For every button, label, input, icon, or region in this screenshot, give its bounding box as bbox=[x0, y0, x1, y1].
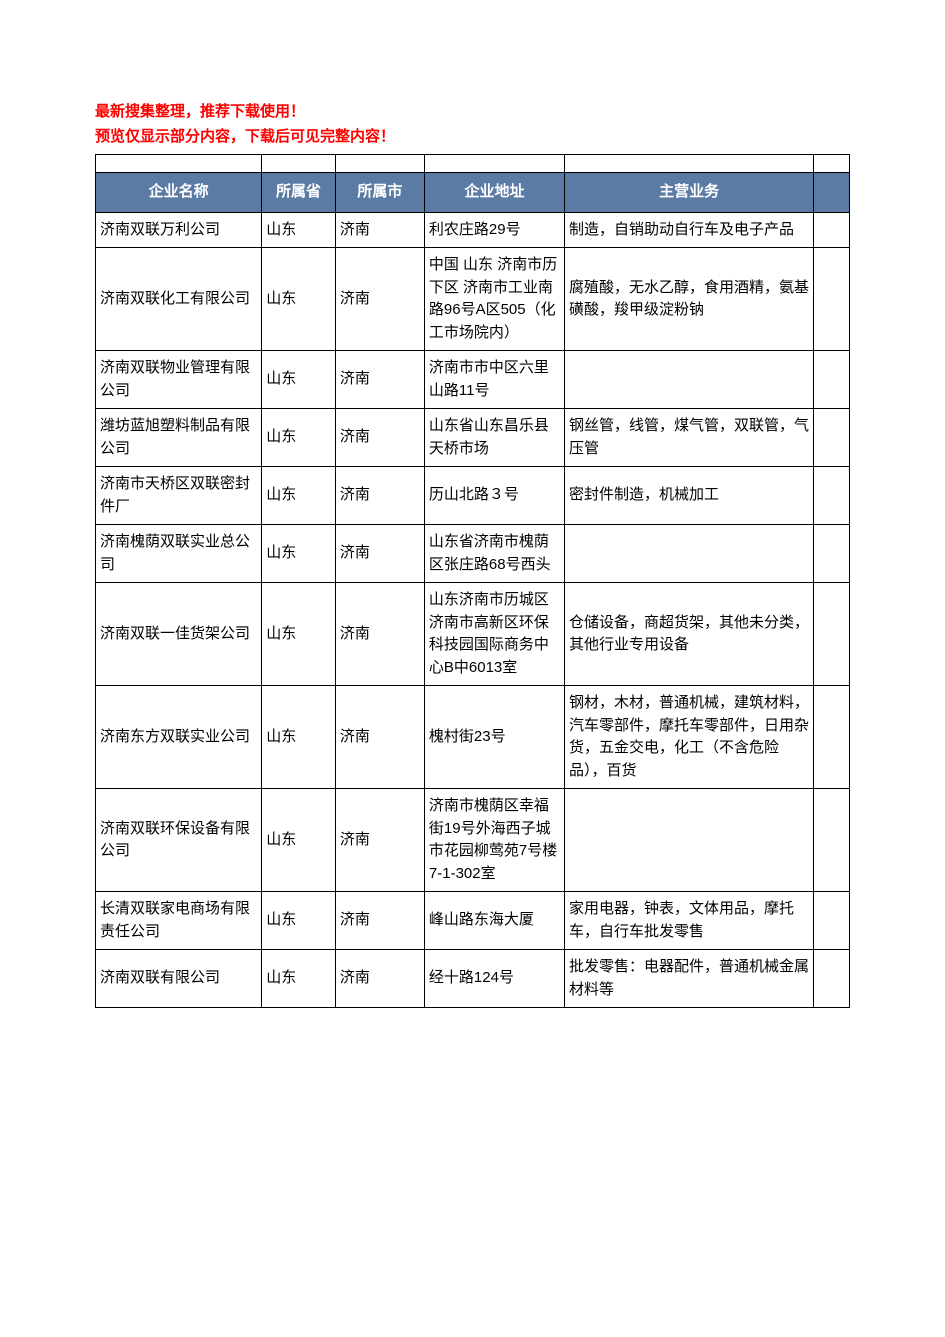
cell-city: 济南 bbox=[335, 789, 424, 892]
cell-name: 济南市天桥区双联密封件厂 bbox=[96, 467, 262, 525]
cell-city: 济南 bbox=[335, 892, 424, 950]
table-row: 济南双联万利公司山东济南利农庄路29号制造，自销助动自行车及电子产品 bbox=[96, 212, 850, 248]
cell-ext bbox=[814, 248, 850, 351]
cell-ext bbox=[814, 950, 850, 1008]
cell-ext bbox=[814, 789, 850, 892]
cell-biz bbox=[565, 351, 814, 409]
table-row: 济南双联有限公司山东济南经十路124号批发零售：电器配件，普通机械金属材料等 bbox=[96, 950, 850, 1008]
cell-name: 潍坊蓝旭塑料制品有限公司 bbox=[96, 409, 262, 467]
cell-prov: 山东 bbox=[262, 892, 336, 950]
table-row: 济南市天桥区双联密封件厂山东济南历山北路３号密封件制造，机械加工 bbox=[96, 467, 850, 525]
table-row: 济南双联化工有限公司山东济南中国 山东 济南市历下区 济南市工业南路96号A区5… bbox=[96, 248, 850, 351]
notice-line-1: 最新搜集整理，推荐下载使用！ bbox=[95, 100, 850, 121]
cell-ext bbox=[814, 351, 850, 409]
cell-biz: 钢材，木材，普通机械，建筑材料，汽车零部件，摩托车零部件，日用杂货，五金交电，化… bbox=[565, 686, 814, 789]
cell-addr: 山东省山东昌乐县天桥市场 bbox=[424, 409, 564, 467]
cell-ext bbox=[814, 686, 850, 789]
cell-biz: 密封件制造，机械加工 bbox=[565, 467, 814, 525]
cell-addr: 山东济南市历城区济南市高新区环保科技园国际商务中心B中6013室 bbox=[424, 583, 564, 686]
col-header-biz: 主营业务 bbox=[565, 173, 814, 213]
cell-name: 济南东方双联实业公司 bbox=[96, 686, 262, 789]
cell-name: 济南双联物业管理有限公司 bbox=[96, 351, 262, 409]
cell-city: 济南 bbox=[335, 583, 424, 686]
col-header-addr: 企业地址 bbox=[424, 173, 564, 213]
cell-ext bbox=[814, 467, 850, 525]
table-row: 潍坊蓝旭塑料制品有限公司山东济南山东省山东昌乐县天桥市场钢丝管，线管，煤气管，双… bbox=[96, 409, 850, 467]
cell-addr: 利农庄路29号 bbox=[424, 212, 564, 248]
cell-ext bbox=[814, 583, 850, 686]
col-header-name: 企业名称 bbox=[96, 173, 262, 213]
cell-prov: 山东 bbox=[262, 789, 336, 892]
cell-ext bbox=[814, 409, 850, 467]
table-row: 济南双联物业管理有限公司山东济南济南市市中区六里山路11号 bbox=[96, 351, 850, 409]
cell-name: 济南槐荫双联实业总公司 bbox=[96, 525, 262, 583]
cell-biz: 制造，自销助动自行车及电子产品 bbox=[565, 212, 814, 248]
col-header-prov: 所属省 bbox=[262, 173, 336, 213]
notice-line-2: 预览仅显示部分内容，下载后可见完整内容！ bbox=[95, 125, 850, 146]
table-row: 长清双联家电商场有限责任公司山东济南峰山路东海大厦家用电器，钟表，文体用品，摩托… bbox=[96, 892, 850, 950]
table-header-row: 企业名称 所属省 所属市 企业地址 主营业务 bbox=[96, 173, 850, 213]
cell-biz: 批发零售：电器配件，普通机械金属材料等 bbox=[565, 950, 814, 1008]
cell-city: 济南 bbox=[335, 351, 424, 409]
cell-biz: 仓储设备，商超货架，其他未分类，其他行业专用设备 bbox=[565, 583, 814, 686]
cell-addr: 峰山路东海大厦 bbox=[424, 892, 564, 950]
cell-prov: 山东 bbox=[262, 409, 336, 467]
cell-addr: 山东省济南市槐荫区张庄路68号西头 bbox=[424, 525, 564, 583]
cell-addr: 中国 山东 济南市历下区 济南市工业南路96号A区505（化工市场院内） bbox=[424, 248, 564, 351]
cell-city: 济南 bbox=[335, 409, 424, 467]
cell-ext bbox=[814, 212, 850, 248]
cell-prov: 山东 bbox=[262, 525, 336, 583]
cell-addr: 经十路124号 bbox=[424, 950, 564, 1008]
cell-city: 济南 bbox=[335, 467, 424, 525]
cell-biz bbox=[565, 525, 814, 583]
cell-city: 济南 bbox=[335, 686, 424, 789]
cell-city: 济南 bbox=[335, 212, 424, 248]
spacer-row bbox=[96, 155, 850, 173]
cell-prov: 山东 bbox=[262, 583, 336, 686]
cell-name: 济南双联化工有限公司 bbox=[96, 248, 262, 351]
cell-prov: 山东 bbox=[262, 248, 336, 351]
cell-prov: 山东 bbox=[262, 950, 336, 1008]
cell-addr: 历山北路３号 bbox=[424, 467, 564, 525]
cell-name: 济南双联万利公司 bbox=[96, 212, 262, 248]
cell-prov: 山东 bbox=[262, 467, 336, 525]
cell-prov: 山东 bbox=[262, 212, 336, 248]
cell-name: 长清双联家电商场有限责任公司 bbox=[96, 892, 262, 950]
cell-city: 济南 bbox=[335, 525, 424, 583]
company-table: 企业名称 所属省 所属市 企业地址 主营业务 济南双联万利公司山东济南利农庄路2… bbox=[95, 154, 850, 1008]
cell-addr: 济南市市中区六里山路11号 bbox=[424, 351, 564, 409]
cell-biz: 家用电器，钟表，文体用品，摩托车，自行车批发零售 bbox=[565, 892, 814, 950]
cell-name: 济南双联有限公司 bbox=[96, 950, 262, 1008]
cell-city: 济南 bbox=[335, 950, 424, 1008]
cell-addr: 济南市槐荫区幸福街19号外海西子城市花园柳莺苑7号楼7-1-302室 bbox=[424, 789, 564, 892]
cell-name: 济南双联一佳货架公司 bbox=[96, 583, 262, 686]
cell-ext bbox=[814, 892, 850, 950]
cell-prov: 山东 bbox=[262, 351, 336, 409]
table-row: 济南双联一佳货架公司山东济南山东济南市历城区济南市高新区环保科技园国际商务中心B… bbox=[96, 583, 850, 686]
table-row: 济南东方双联实业公司山东济南槐村街23号钢材，木材，普通机械，建筑材料，汽车零部… bbox=[96, 686, 850, 789]
col-header-ext bbox=[814, 173, 850, 213]
table-row: 济南双联环保设备有限公司山东济南济南市槐荫区幸福街19号外海西子城市花园柳莺苑7… bbox=[96, 789, 850, 892]
cell-addr: 槐村街23号 bbox=[424, 686, 564, 789]
cell-prov: 山东 bbox=[262, 686, 336, 789]
cell-biz bbox=[565, 789, 814, 892]
table-row: 济南槐荫双联实业总公司山东济南山东省济南市槐荫区张庄路68号西头 bbox=[96, 525, 850, 583]
cell-city: 济南 bbox=[335, 248, 424, 351]
col-header-city: 所属市 bbox=[335, 173, 424, 213]
cell-name: 济南双联环保设备有限公司 bbox=[96, 789, 262, 892]
cell-biz: 腐殖酸，无水乙醇，食用酒精，氨基磺酸，羧甲级淀粉钠 bbox=[565, 248, 814, 351]
cell-ext bbox=[814, 525, 850, 583]
cell-biz: 钢丝管，线管，煤气管，双联管，气压管 bbox=[565, 409, 814, 467]
